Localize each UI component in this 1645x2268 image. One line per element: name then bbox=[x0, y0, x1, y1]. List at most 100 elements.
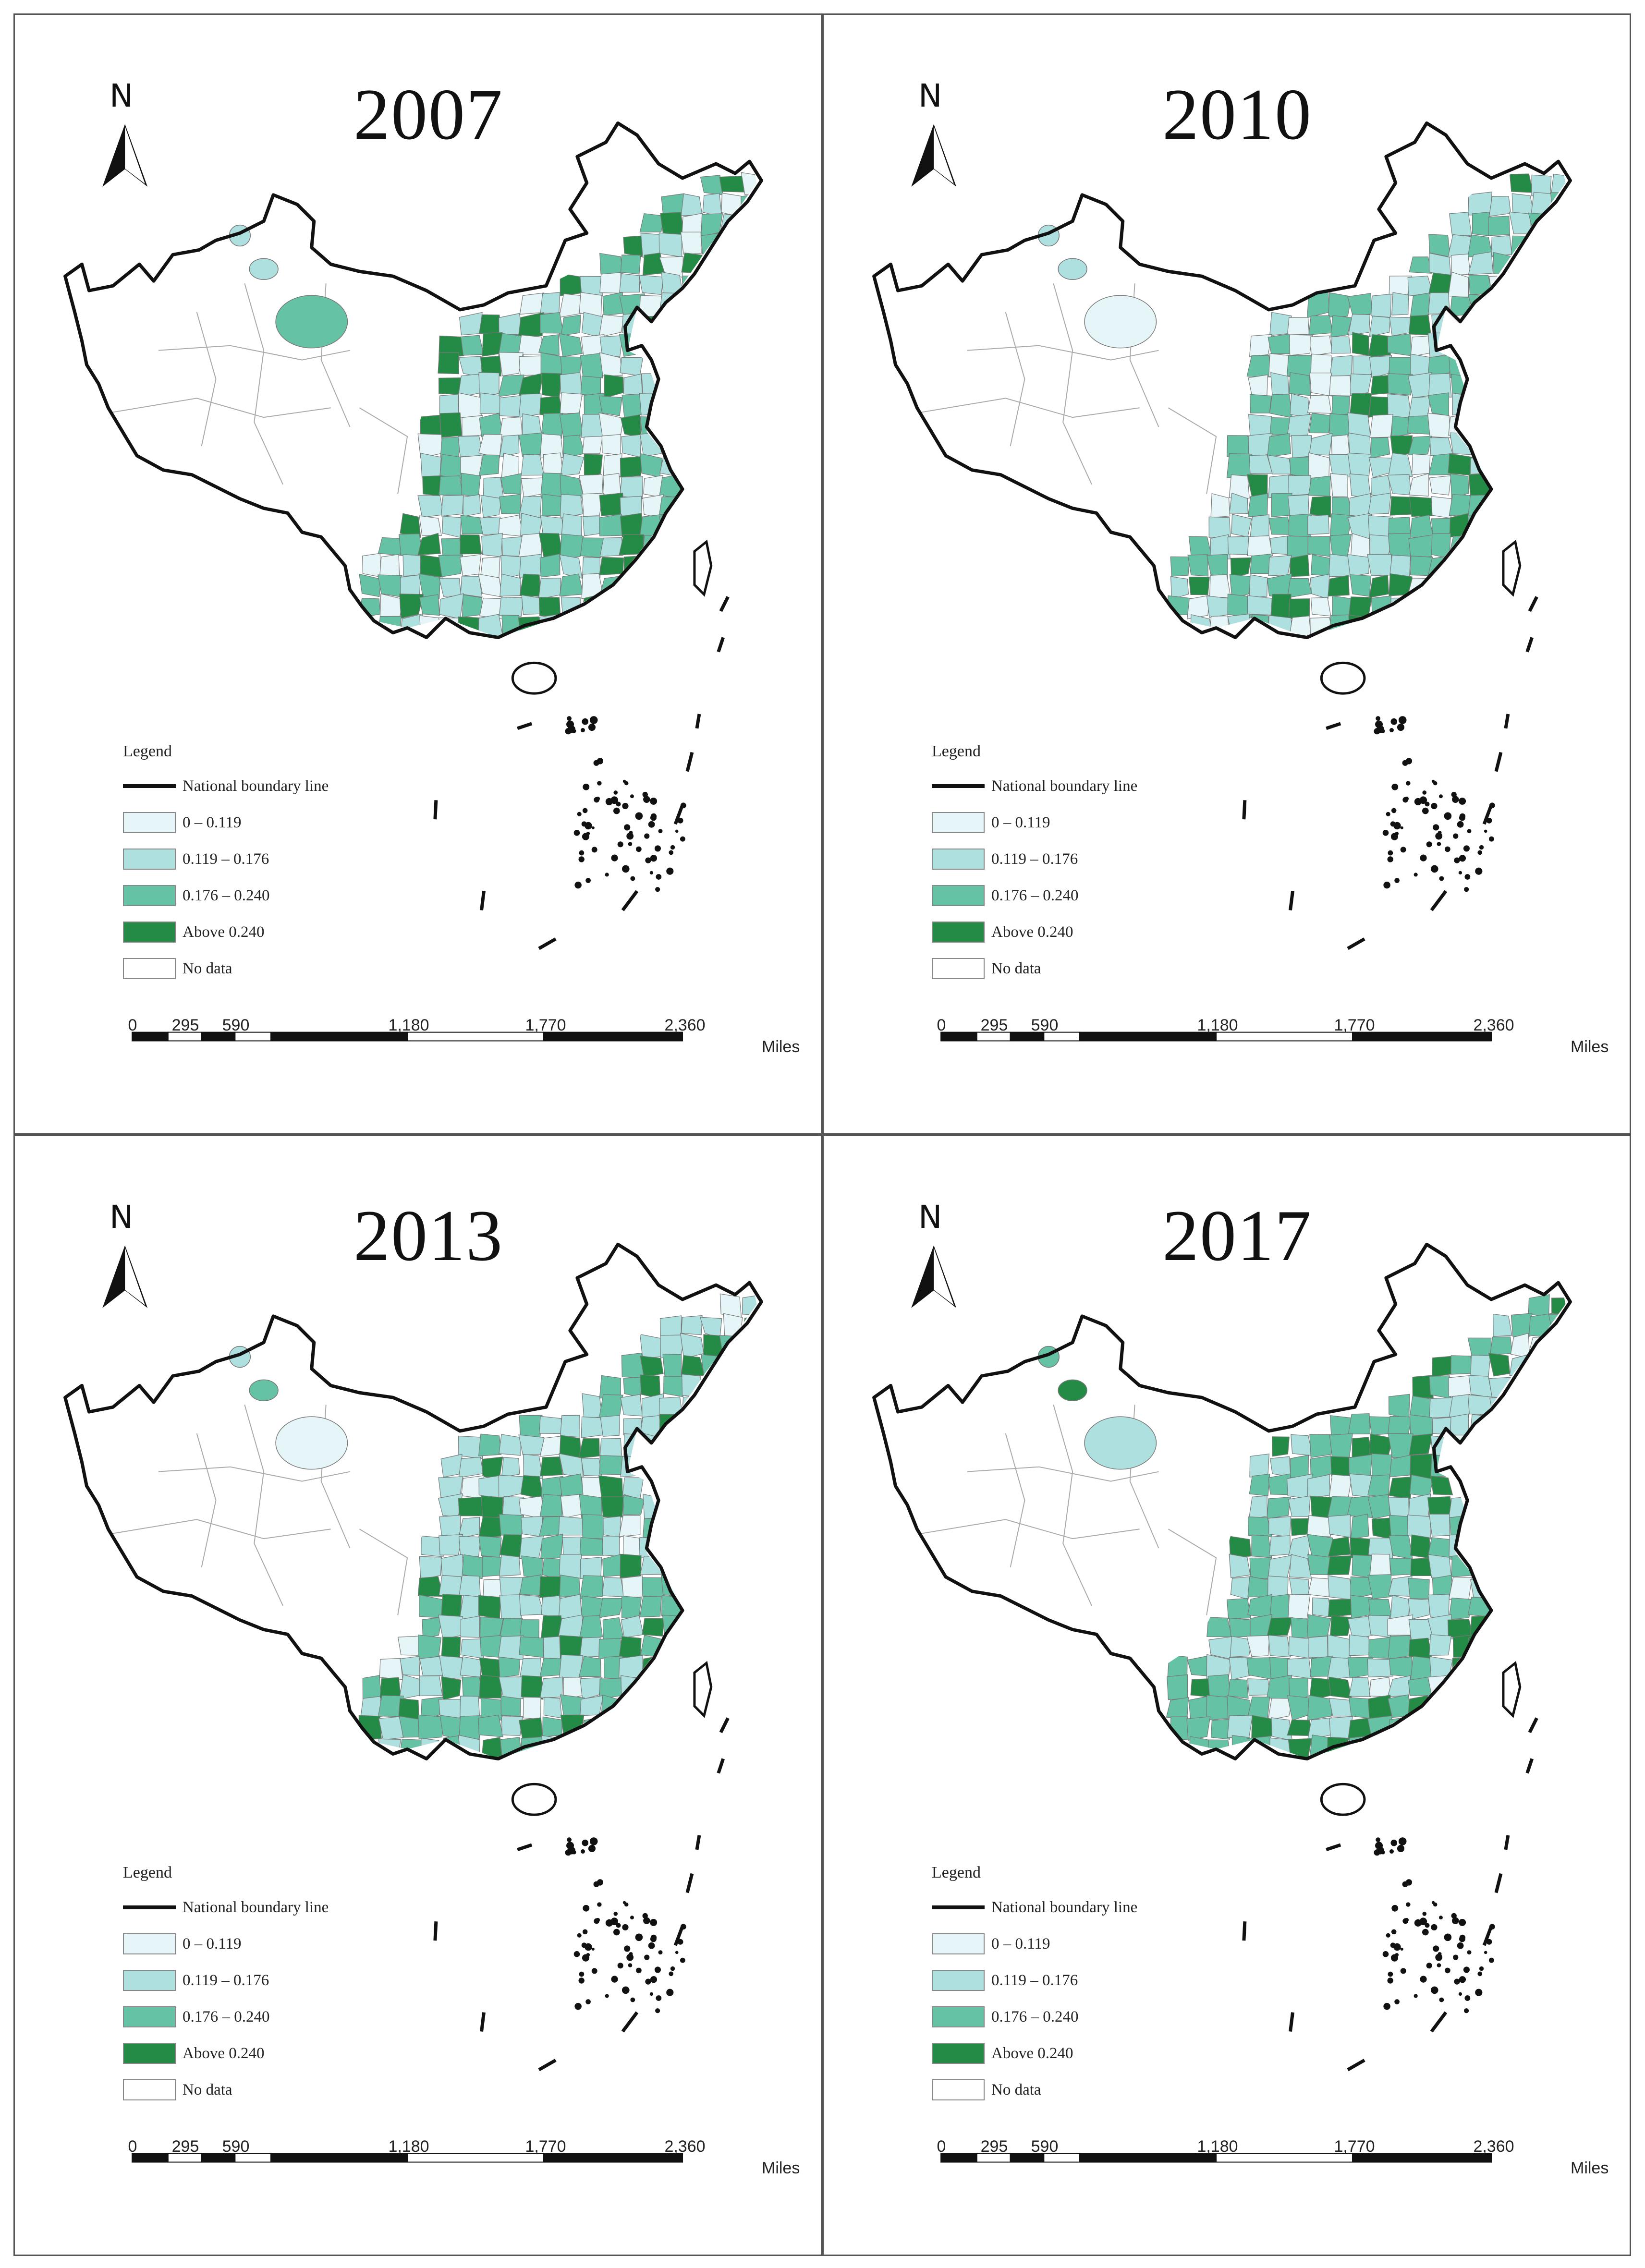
prefecture-region bbox=[1429, 1375, 1452, 1399]
prefecture-region bbox=[1369, 414, 1393, 438]
prefecture-region bbox=[439, 335, 464, 358]
prefecture-region bbox=[539, 553, 561, 578]
legend-color-swatch bbox=[123, 885, 176, 906]
prefecture-region bbox=[620, 476, 644, 499]
legend-item: 0.176 – 0.240 bbox=[123, 2005, 270, 2028]
prefecture-region bbox=[1350, 574, 1372, 597]
scale-tick-label: 2,360 bbox=[664, 1016, 706, 1034]
prefecture-region bbox=[1310, 335, 1333, 356]
prefecture-region bbox=[419, 1656, 443, 1676]
prefecture-region bbox=[521, 1675, 544, 1700]
prefecture-region bbox=[480, 557, 500, 578]
prefecture-region bbox=[540, 1456, 563, 1477]
prefecture-region bbox=[1084, 1416, 1157, 1470]
hainan-island bbox=[1320, 1783, 1366, 1816]
prefecture-region bbox=[582, 1514, 604, 1539]
prefecture-region bbox=[1427, 1496, 1453, 1516]
prefecture-region bbox=[1267, 1617, 1293, 1636]
prefecture-region bbox=[1371, 1453, 1392, 1479]
prefecture-region bbox=[478, 1516, 504, 1539]
legend-label: National boundary line bbox=[183, 1898, 329, 1916]
prefecture-region bbox=[1370, 437, 1390, 459]
prefecture-region bbox=[1267, 1698, 1293, 1721]
legend-color-swatch bbox=[123, 849, 176, 870]
prefecture-region bbox=[1251, 1715, 1273, 1740]
prefecture-region bbox=[603, 473, 621, 497]
prefecture-region bbox=[1246, 1635, 1270, 1657]
prefecture-region bbox=[639, 1334, 662, 1359]
prefecture-region bbox=[620, 357, 644, 376]
prefecture-region bbox=[1229, 492, 1249, 514]
prefecture-region bbox=[478, 1714, 504, 1737]
province-line bbox=[110, 1519, 331, 1540]
prefecture-region bbox=[1167, 1674, 1188, 1700]
prefecture-region bbox=[579, 1537, 604, 1556]
nine-dash-line bbox=[1430, 890, 1448, 911]
prefecture-region bbox=[419, 1675, 443, 1697]
prefecture-region bbox=[600, 1496, 624, 1518]
province-line bbox=[967, 345, 1159, 361]
prefecture-region bbox=[523, 1697, 541, 1720]
nine-dash-line bbox=[1482, 804, 1493, 825]
prefecture-region bbox=[1410, 1656, 1433, 1681]
legend-item: National boundary line bbox=[932, 775, 1137, 798]
prefecture-region bbox=[600, 1415, 621, 1437]
map-panel-2017: 2017 N Legend National boundary line 0 – 0.1… bbox=[822, 1135, 1631, 2256]
prefecture-region bbox=[580, 352, 603, 378]
prefecture-region bbox=[539, 1416, 562, 1434]
nine-dash-line bbox=[517, 722, 533, 730]
prefecture-region bbox=[1287, 494, 1310, 517]
prefecture-region bbox=[1331, 395, 1350, 415]
prefecture-region bbox=[1270, 372, 1290, 397]
prefecture-region bbox=[1408, 1637, 1432, 1660]
prefecture-region bbox=[1308, 1636, 1328, 1659]
prefecture-region bbox=[1229, 1536, 1252, 1559]
legend-line-swatch bbox=[123, 1905, 176, 1909]
south-china-sea-islands bbox=[1374, 1837, 1495, 2013]
prefecture-region bbox=[500, 1696, 521, 1717]
prefecture-layer bbox=[1166, 1294, 1566, 1759]
prefecture-region bbox=[462, 594, 483, 618]
prefecture-region bbox=[1308, 315, 1333, 335]
prefecture-region bbox=[1249, 574, 1268, 598]
nine-dash-line bbox=[1482, 1926, 1493, 1946]
prefecture-region bbox=[1307, 536, 1331, 557]
nine-dash-line bbox=[433, 800, 438, 820]
scale-tick-label: 1,770 bbox=[1334, 2137, 1375, 2156]
prefecture-region bbox=[1409, 473, 1429, 497]
legend-label: 0.176 – 0.240 bbox=[991, 886, 1079, 904]
legend-color-swatch bbox=[932, 1970, 985, 1991]
province-line bbox=[919, 1519, 1140, 1540]
legend-color-swatch bbox=[932, 2079, 985, 2100]
prefecture-region bbox=[518, 1434, 545, 1455]
prefecture-region bbox=[579, 1575, 603, 1600]
prefecture-region bbox=[658, 232, 682, 257]
prefecture-region bbox=[439, 475, 463, 496]
prefecture-region bbox=[1227, 594, 1252, 619]
prefecture-region bbox=[1229, 1617, 1252, 1638]
prefecture-region bbox=[1367, 1474, 1390, 1498]
prefecture-region bbox=[538, 334, 560, 356]
nine-dash-line bbox=[480, 2012, 486, 2032]
prefecture-region bbox=[499, 596, 524, 617]
prefecture-region bbox=[499, 1676, 524, 1699]
prefecture-region bbox=[1229, 474, 1250, 499]
prefecture-region bbox=[680, 231, 702, 255]
prefecture-region bbox=[1350, 373, 1372, 396]
prefecture-region bbox=[602, 1536, 620, 1557]
legend-item: Above 0.240 bbox=[123, 921, 264, 944]
nine-dash-line bbox=[717, 637, 725, 653]
prefecture-region bbox=[581, 1457, 602, 1477]
prefecture-region bbox=[479, 1674, 502, 1698]
prefecture-region bbox=[640, 1355, 664, 1378]
nine-dash-line bbox=[673, 804, 684, 825]
nine-dash-line bbox=[1347, 937, 1365, 950]
prefecture-region bbox=[1268, 1516, 1292, 1538]
prefecture-region bbox=[1249, 334, 1272, 357]
prefecture-region bbox=[1350, 1514, 1369, 1540]
legend-item: 0 – 0.119 bbox=[123, 811, 242, 834]
north-label: N bbox=[110, 77, 134, 114]
prefecture-region bbox=[1331, 336, 1352, 354]
prefecture-region bbox=[1248, 414, 1273, 437]
